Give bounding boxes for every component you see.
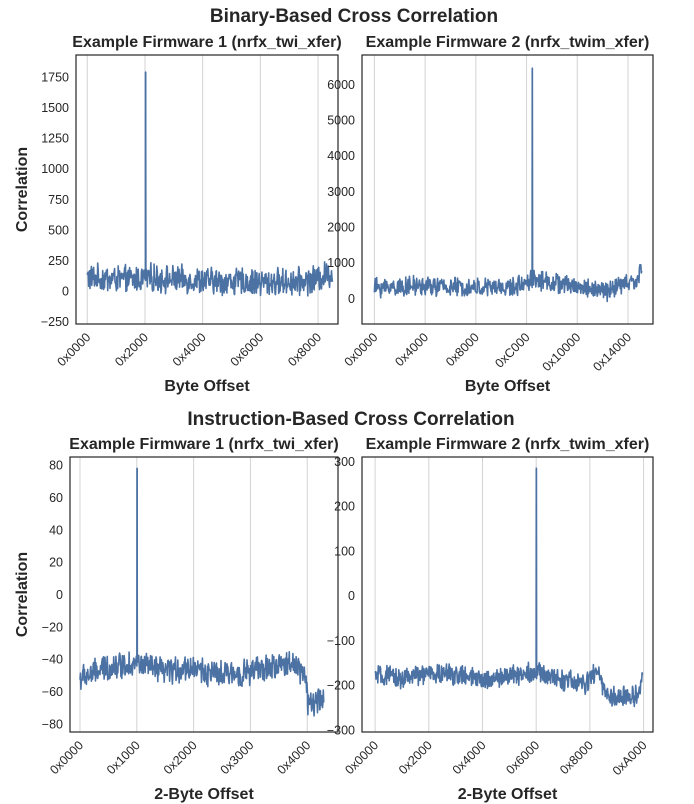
x-tick-label: 0x3000 (218, 738, 257, 777)
chart-title: Example Firmware 1 (nrfx_twi_xfer) (69, 436, 338, 453)
plot-frame (361, 456, 654, 733)
y-tick-label: −200 (327, 679, 355, 693)
y-tick-label: 1000 (327, 256, 355, 270)
y-tick-label: 80 (49, 459, 63, 473)
y-tick-label: −300 (327, 723, 355, 737)
chart-title: Example Firmware 2 (nrfx_twim_xfer) (366, 34, 650, 51)
y-axis-label: Correlation (14, 147, 31, 232)
correlation-series-line (373, 67, 643, 303)
x-tick-label: 0x0000 (54, 330, 93, 369)
y-tick-label: 0 (62, 284, 69, 298)
binary-section-title: Binary-Based Cross Correlation (210, 6, 498, 27)
correlation-series-line (86, 71, 334, 297)
y-tick-label: −40 (42, 653, 63, 667)
y-tick-label: 6000 (327, 78, 355, 92)
chart-instruction-fw1: Example Firmware 1 (nrfx_twi_xfer) −80 −60… (14, 436, 339, 803)
x-tick-label: 0x1000 (104, 738, 143, 777)
y-tick-label: 100 (334, 544, 355, 558)
plot-frame (69, 456, 339, 733)
chart-title: Example Firmware 1 (nrfx_twi_xfer) (72, 34, 341, 51)
y-tick-label: 2000 (327, 220, 355, 234)
x-tick-label: 0x4000 (450, 738, 489, 777)
x-tick-label: 0xA000 (610, 738, 650, 778)
y-tick-label: 1500 (41, 101, 69, 115)
y-tick-label: 200 (334, 500, 355, 514)
x-tick-label: 0x6000 (503, 738, 542, 777)
x-tick-label: 0xC000 (492, 330, 532, 370)
y-tick-label: 20 (49, 556, 63, 570)
y-tick-label: 0 (348, 589, 355, 603)
y-tick-label: 0 (348, 292, 355, 306)
y-tick-label: 5000 (327, 113, 355, 127)
x-axis-label: Byte Offset (465, 378, 551, 395)
x-tick-label: 0x8000 (557, 738, 596, 777)
x-tick-label: 0x6000 (228, 330, 267, 369)
y-tick-label: 750 (48, 193, 69, 207)
y-tick-label: 3000 (327, 185, 355, 199)
y-tick-label: −100 (327, 634, 355, 648)
y-tick-label: −250 (41, 315, 69, 329)
x-tick-label: 0x0000 (342, 330, 381, 369)
chart-title: Example Firmware 2 (nrfx_twim_xfer) (366, 436, 650, 453)
chart-binary-fw2: Example Firmware 2 (nrfx_twim_xfer) 0 1000… (327, 34, 654, 395)
y-tick-label: 300 (334, 455, 355, 469)
plot-frame (361, 54, 654, 325)
x-tick-label: 0x0000 (342, 738, 381, 777)
x-tick-label: 0x4000 (392, 330, 431, 369)
correlation-series-line (374, 467, 644, 708)
x-tick-label: 0x10000 (540, 330, 584, 374)
y-axis-label: Correlation (14, 552, 31, 637)
x-tick-label: 0x14000 (590, 330, 634, 374)
y-tick-label: −60 (42, 685, 63, 699)
x-tick-label: 0x2000 (396, 738, 435, 777)
x-tick-label: 0x0000 (47, 738, 86, 777)
y-tick-label: 250 (48, 254, 69, 268)
x-tick-label: 0x4000 (274, 738, 313, 777)
y-tick-label: 0 (56, 588, 63, 602)
y-tick-label: 500 (48, 223, 69, 237)
instruction-section-title: Instruction-Based Cross Correlation (187, 409, 514, 430)
x-tick-label: 0x8000 (443, 330, 482, 369)
y-tick-label: −20 (42, 620, 63, 634)
y-tick-label: 40 (49, 523, 63, 537)
chart-binary-fw1: Example Firmware 1 (nrfx_twi_xfer) −250 0 2… (14, 34, 342, 395)
y-tick-label: 1750 (41, 71, 69, 85)
x-axis-label: 2-Byte Offset (458, 786, 558, 803)
x-tick-label: 0x2000 (161, 738, 200, 777)
y-tick-label: −80 (42, 717, 63, 731)
plot-frame (75, 54, 339, 325)
correlation-series-line (79, 467, 325, 717)
x-tick-label: 0x4000 (170, 330, 209, 369)
x-axis-label: 2-Byte Offset (154, 786, 254, 803)
chart-instruction-fw2: Example Firmware 2 (nrfx_twim_xfer) −300 −… (327, 436, 654, 803)
x-tick-label: 0x2000 (112, 330, 151, 369)
y-tick-label: 60 (49, 491, 63, 505)
x-axis-label: Byte Offset (164, 378, 250, 395)
y-tick-label: 4000 (327, 149, 355, 163)
x-tick-label: 0x8000 (285, 330, 324, 369)
y-tick-label: 1250 (41, 132, 69, 146)
y-tick-label: 1000 (41, 162, 69, 176)
